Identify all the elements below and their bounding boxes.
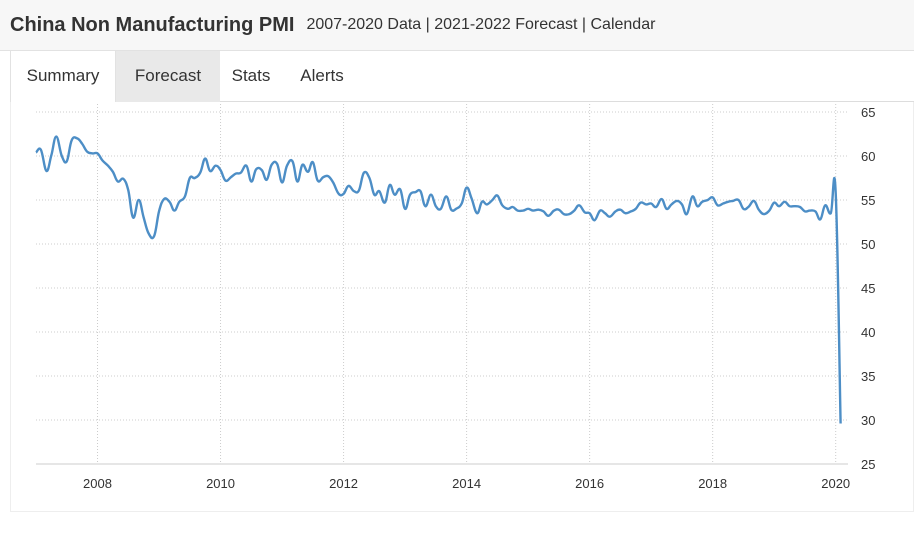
x-tick-label: 2014 xyxy=(452,476,481,491)
x-tick-label: 2008 xyxy=(83,476,112,491)
page-subtitle[interactable]: 2007-2020 Data | 2021-2022 Forecast | Ca… xyxy=(306,16,656,33)
y-tick-label: 45 xyxy=(861,281,875,296)
tab-bar: Summary Forecast Stats Alerts xyxy=(10,51,914,102)
y-tick-label: 50 xyxy=(861,237,875,252)
series-line[interactable] xyxy=(35,135,842,424)
y-tick-label: 60 xyxy=(861,149,875,164)
x-tick-label: 2012 xyxy=(329,476,358,491)
tab-forecast[interactable]: Forecast xyxy=(116,51,220,102)
x-tick-label: 2010 xyxy=(206,476,235,491)
x-tick-label: 2018 xyxy=(698,476,727,491)
x-tick-label: 2016 xyxy=(575,476,604,491)
tab-alerts[interactable]: Alerts xyxy=(300,66,344,85)
page-header: China Non Manufacturing PMI 2007-2020 Da… xyxy=(0,0,914,51)
tab-stats[interactable]: Stats xyxy=(231,66,271,85)
y-tick-label: 30 xyxy=(861,413,875,428)
y-tick-label: 40 xyxy=(861,325,875,340)
tab-summary[interactable]: Summary xyxy=(10,51,116,102)
y-tick-label: 55 xyxy=(861,193,875,208)
y-tick-label: 25 xyxy=(861,457,875,472)
x-tick-label: 2020 xyxy=(821,476,850,491)
y-tick-label: 35 xyxy=(861,369,875,384)
page-title: China Non Manufacturing PMI xyxy=(10,13,295,36)
y-tick-label: 65 xyxy=(861,105,875,120)
